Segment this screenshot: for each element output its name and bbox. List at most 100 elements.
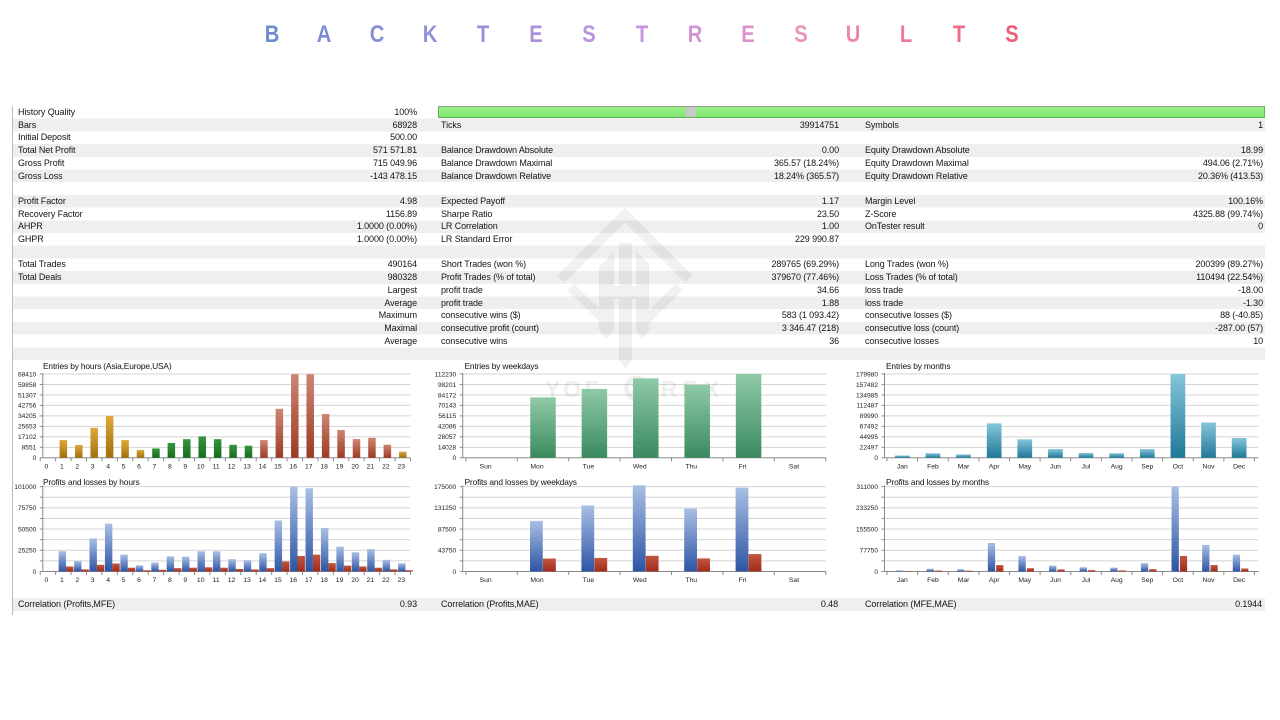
- svg-text:0: 0: [874, 455, 878, 462]
- svg-text:Jun: Jun: [1050, 577, 1061, 584]
- svg-text:44995: 44995: [860, 434, 879, 441]
- svg-text:Entries by weekdays: Entries by weekdays: [465, 361, 539, 371]
- svg-text:15: 15: [274, 577, 282, 584]
- svg-text:43750: 43750: [438, 548, 457, 555]
- svg-text:9: 9: [183, 577, 187, 584]
- svg-text:131250: 131250: [434, 505, 456, 512]
- svg-text:101000: 101000: [14, 484, 36, 491]
- svg-text:5: 5: [122, 577, 126, 584]
- svg-text:Profits and losses by hours: Profits and losses by hours: [43, 477, 140, 487]
- svg-text:0: 0: [33, 569, 37, 576]
- svg-text:87500: 87500: [438, 526, 457, 533]
- svg-text:Tue: Tue: [583, 577, 595, 584]
- svg-text:17102: 17102: [18, 434, 37, 441]
- svg-text:67492: 67492: [860, 424, 879, 431]
- svg-text:Nov: Nov: [1202, 577, 1215, 584]
- svg-text:Sun: Sun: [480, 577, 492, 584]
- svg-text:1: 1: [60, 463, 64, 470]
- svg-text:0: 0: [45, 463, 49, 470]
- svg-text:4: 4: [106, 577, 110, 584]
- svg-text:7: 7: [153, 463, 157, 470]
- svg-text:3: 3: [91, 463, 95, 470]
- svg-text:22: 22: [382, 577, 390, 584]
- svg-text:112230: 112230: [435, 371, 457, 378]
- svg-text:Oct: Oct: [1173, 463, 1184, 470]
- svg-text:Wed: Wed: [633, 577, 647, 584]
- svg-text:Feb: Feb: [927, 577, 939, 584]
- svg-text:12: 12: [228, 577, 236, 584]
- svg-text:19: 19: [336, 463, 344, 470]
- svg-text:Jun: Jun: [1050, 463, 1061, 470]
- svg-text:233250: 233250: [856, 505, 878, 512]
- svg-text:25250: 25250: [18, 548, 37, 555]
- svg-text:Apr: Apr: [989, 463, 1000, 470]
- svg-text:42086: 42086: [438, 424, 457, 431]
- svg-text:10: 10: [197, 463, 205, 470]
- svg-text:Nov: Nov: [1202, 463, 1215, 470]
- svg-text:18: 18: [320, 463, 328, 470]
- svg-text:23: 23: [398, 577, 406, 584]
- svg-text:16: 16: [290, 577, 298, 584]
- svg-text:14028: 14028: [438, 445, 457, 452]
- svg-text:59858: 59858: [18, 382, 37, 389]
- svg-text:Sat: Sat: [789, 463, 799, 470]
- svg-text:Sun: Sun: [480, 463, 492, 470]
- svg-text:0: 0: [453, 455, 457, 462]
- svg-text:25653: 25653: [18, 424, 37, 431]
- svg-text:Apr: Apr: [989, 577, 1000, 584]
- svg-text:11: 11: [213, 463, 220, 470]
- svg-text:Jan: Jan: [897, 577, 908, 584]
- svg-text:22497: 22497: [860, 445, 879, 452]
- svg-text:Mon: Mon: [530, 577, 543, 584]
- svg-text:22: 22: [382, 463, 390, 470]
- svg-text:21: 21: [367, 463, 375, 470]
- svg-text:Profits and losses by weekdays: Profits and losses by weekdays: [465, 477, 577, 487]
- svg-text:0: 0: [874, 569, 878, 576]
- svg-text:20: 20: [351, 463, 359, 470]
- svg-text:14: 14: [259, 577, 267, 584]
- svg-text:Fri: Fri: [739, 577, 747, 584]
- svg-text:84172: 84172: [438, 392, 457, 399]
- svg-text:98201: 98201: [438, 382, 457, 389]
- svg-text:9: 9: [183, 463, 187, 470]
- svg-text:155500: 155500: [856, 526, 878, 533]
- svg-text:42756: 42756: [18, 403, 37, 410]
- svg-text:50500: 50500: [18, 526, 37, 533]
- svg-text:Jan: Jan: [897, 463, 908, 470]
- svg-text:R: R: [661, 376, 678, 402]
- svg-text:16: 16: [290, 463, 298, 470]
- svg-text:Dec: Dec: [1233, 463, 1246, 470]
- svg-text:8: 8: [168, 463, 172, 470]
- svg-text:Y: Y: [545, 376, 560, 402]
- svg-text:0: 0: [33, 455, 37, 462]
- svg-text:77750: 77750: [860, 548, 879, 555]
- svg-text:179980: 179980: [856, 371, 878, 378]
- svg-text:Thu: Thu: [685, 463, 697, 470]
- svg-text:Sep: Sep: [1141, 577, 1153, 584]
- svg-text:17: 17: [305, 463, 313, 470]
- svg-text:O: O: [563, 376, 581, 402]
- svg-text:19: 19: [336, 577, 344, 584]
- svg-text:17: 17: [305, 577, 313, 584]
- svg-text:89990: 89990: [860, 413, 879, 420]
- svg-text:112487: 112487: [856, 403, 878, 410]
- svg-text:Dec: Dec: [1233, 577, 1246, 584]
- svg-text:13: 13: [243, 577, 251, 584]
- svg-text:Feb: Feb: [927, 463, 939, 470]
- svg-text:10: 10: [197, 577, 205, 584]
- svg-text:Entries by hours (Asia,Europe,: Entries by hours (Asia,Europe,USA): [43, 361, 172, 371]
- svg-text:2: 2: [75, 463, 79, 470]
- svg-text:3: 3: [91, 577, 95, 584]
- svg-text:Fri: Fri: [739, 463, 747, 470]
- svg-text:Entries by months: Entries by months: [886, 361, 950, 371]
- svg-text:51307: 51307: [18, 392, 37, 399]
- svg-text:157482: 157482: [856, 382, 878, 389]
- svg-text:May: May: [1018, 463, 1031, 470]
- svg-text:21: 21: [367, 577, 375, 584]
- svg-text:Thu: Thu: [685, 577, 697, 584]
- svg-text:Wed: Wed: [633, 463, 647, 470]
- svg-text:Jul: Jul: [1082, 463, 1091, 470]
- svg-text:11: 11: [213, 577, 220, 584]
- svg-text:75750: 75750: [18, 505, 37, 512]
- svg-text:Jul: Jul: [1082, 577, 1091, 584]
